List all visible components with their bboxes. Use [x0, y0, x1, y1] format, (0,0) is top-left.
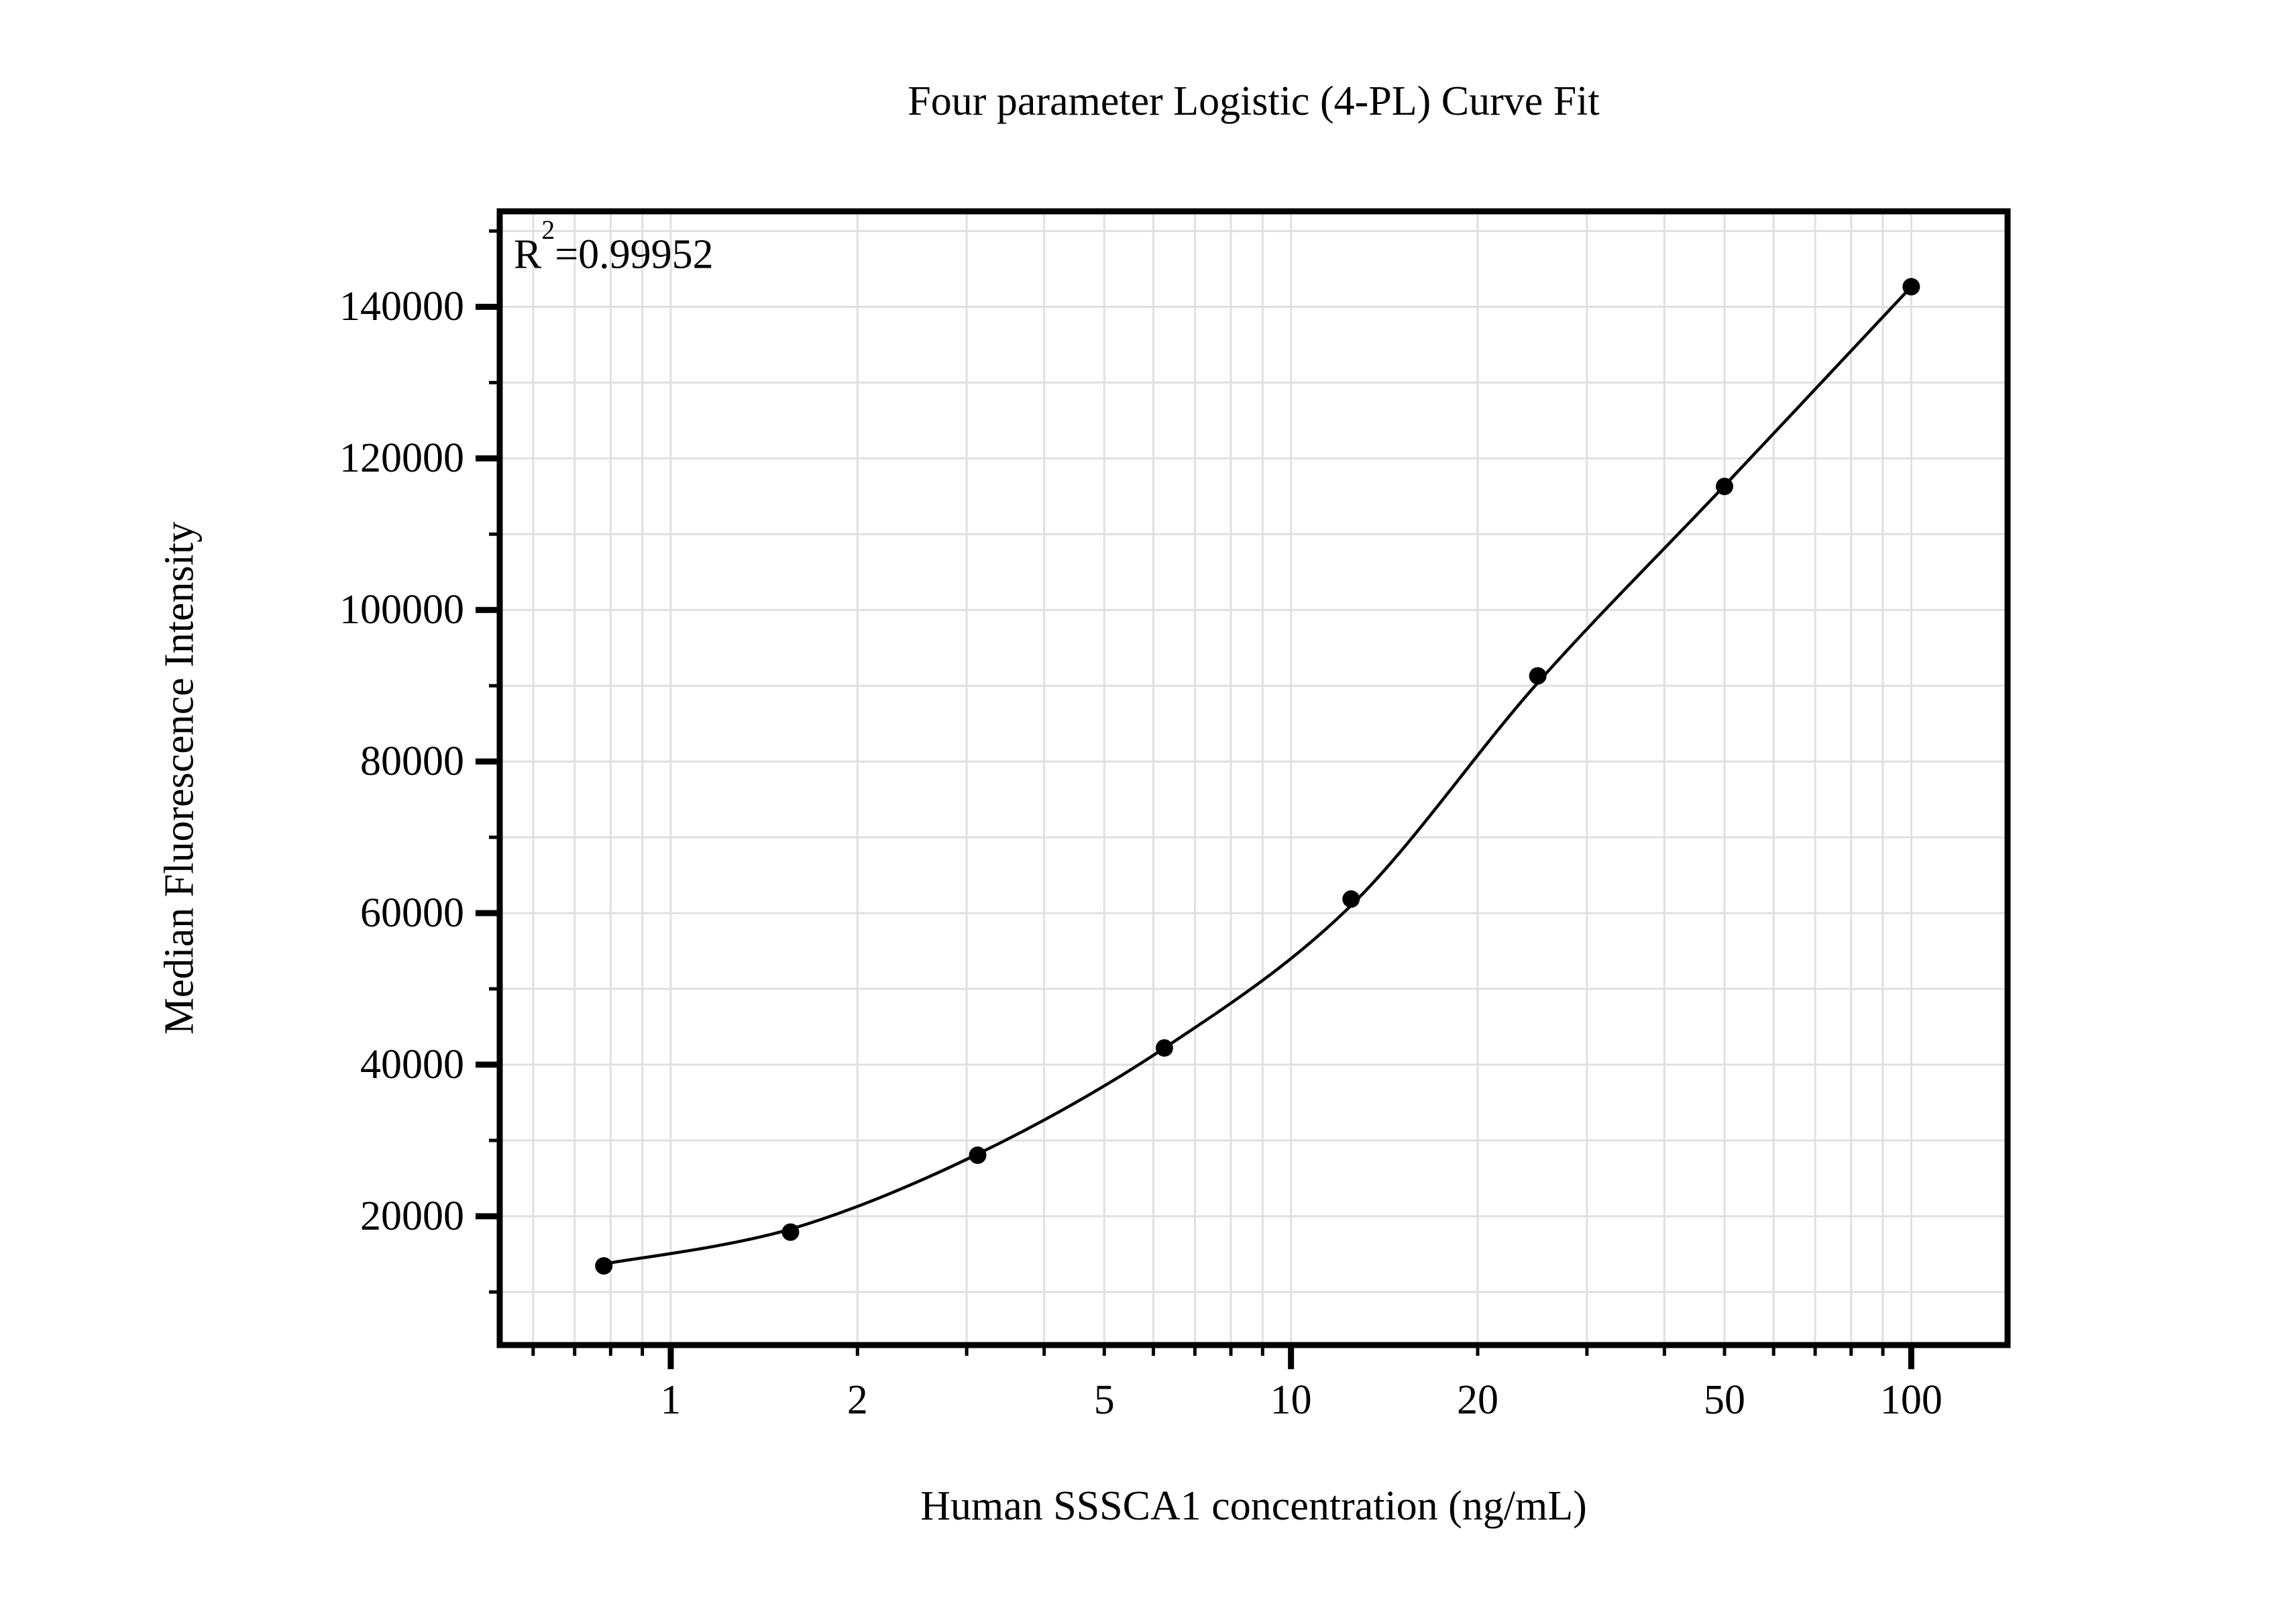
plot-border [496, 208, 2011, 1348]
r-squared-value: =0.99952 [555, 231, 714, 278]
x-tick-label: 50 [1703, 1377, 1745, 1423]
data-point [969, 1146, 987, 1165]
x-tick-label: 100 [1879, 1377, 1943, 1423]
x-tick-label: 5 [1093, 1377, 1115, 1423]
x-axis-title: Human SSSCA1 concentration (ng/mL) [920, 1483, 1587, 1529]
y-tick-label: 80000 [360, 739, 464, 785]
r-squared-base: R [514, 231, 542, 278]
x-tick-label: 1 [660, 1377, 681, 1423]
y-tick-label: 100000 [339, 587, 464, 633]
r-squared-exponent: 2 [541, 215, 555, 246]
y-tick-label: 40000 [360, 1042, 464, 1088]
x-tick-label: 10 [1270, 1377, 1312, 1423]
data-points [595, 278, 1920, 1275]
x-tick-label: 2 [846, 1377, 868, 1423]
r-squared-annotation: R2=0.99952 [514, 215, 714, 279]
y-tick-label: 120000 [339, 435, 464, 482]
data-point [1902, 278, 1920, 296]
y-tick-label: 140000 [339, 284, 464, 330]
data-point [1529, 667, 1547, 685]
data-point [1155, 1039, 1173, 1057]
x-tick-label: 20 [1457, 1377, 1499, 1423]
axis-ticks [476, 229, 1914, 1369]
data-point [781, 1223, 800, 1241]
y-tick-label: 60000 [360, 890, 464, 937]
data-point [1715, 478, 1733, 496]
fit-curve [602, 285, 1913, 1266]
chart-title: Four parameter Logistic (4-PL) Curve Fit [908, 78, 1600, 124]
gridlines [500, 211, 2008, 1345]
data-point [595, 1257, 613, 1275]
y-axis-title: Median Fluorescence Intensity [156, 521, 203, 1035]
y-tick-label: 20000 [360, 1193, 464, 1239]
data-point [1342, 890, 1360, 908]
